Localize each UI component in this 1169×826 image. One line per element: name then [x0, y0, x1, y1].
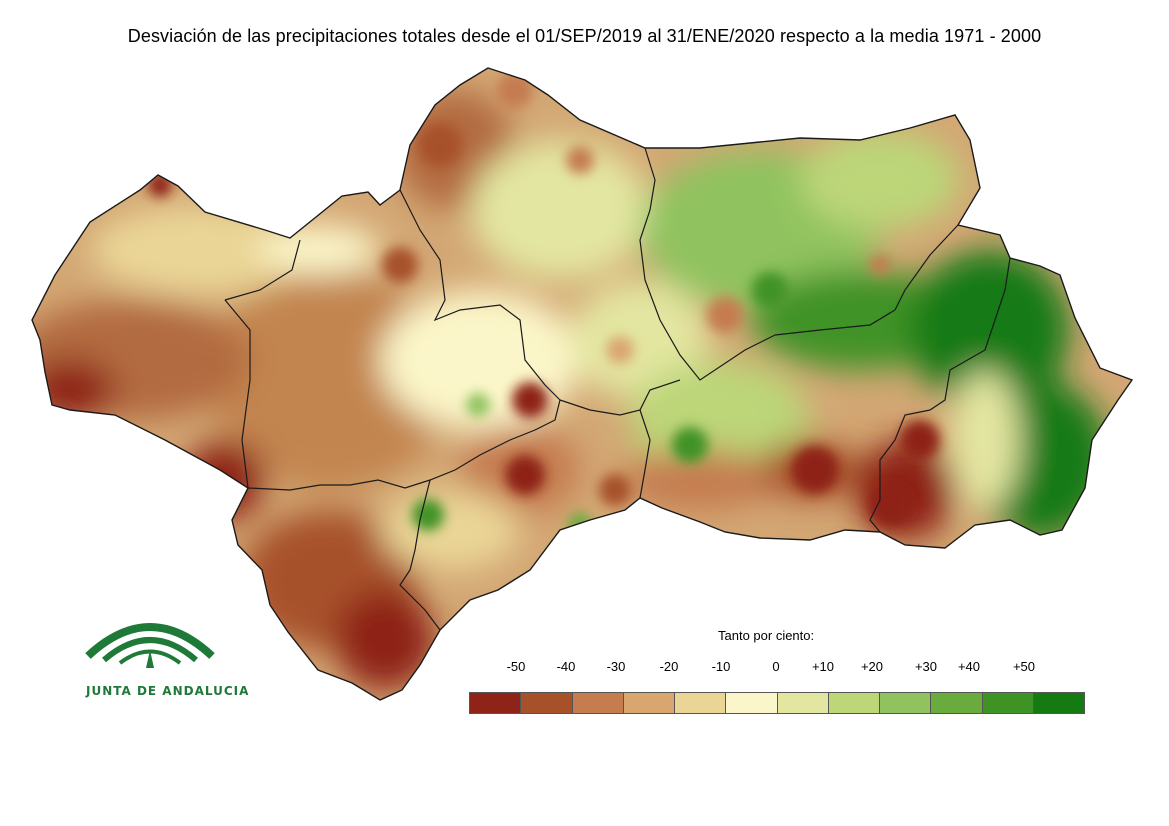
legend-swatch: [469, 692, 522, 714]
legend-swatch: [674, 692, 727, 714]
legend-tick-label: -20: [659, 659, 679, 674]
legend-tick-label: 0: [772, 659, 780, 674]
legend-swatch: [776, 692, 829, 714]
legend-swatch: [930, 692, 983, 714]
legend-tick-label: -50: [506, 659, 526, 674]
legend-tick-label: -10: [711, 659, 731, 674]
legend-tick-label: +30: [914, 659, 938, 674]
legend-tick-label: -30: [606, 659, 626, 674]
legend-tick-label: +20: [860, 659, 884, 674]
legend-tick-label: -40: [556, 659, 576, 674]
legend-tick-label: +40: [957, 659, 981, 674]
legend-swatch: [520, 692, 573, 714]
legend-title: Tanto por ciento:: [718, 628, 815, 643]
legend-swatch: [981, 692, 1034, 714]
legend-tick-label: +10: [811, 659, 835, 674]
legend-swatch: [879, 692, 932, 714]
junta-de-andalucia-logo: [85, 623, 215, 668]
legend-tick-label: +50: [1012, 659, 1036, 674]
legend-swatch: [622, 692, 675, 714]
province-boundaries: [224, 147, 1011, 631]
logo-text: JUNTA DE ANDALUCIA: [86, 684, 250, 698]
legend-swatch: [827, 692, 880, 714]
legend-swatch: [1032, 692, 1085, 714]
legend-swatch: [725, 692, 778, 714]
map-title: Desviación de las precipitaciones totale…: [127, 26, 1042, 46]
legend-swatch: [571, 692, 624, 714]
